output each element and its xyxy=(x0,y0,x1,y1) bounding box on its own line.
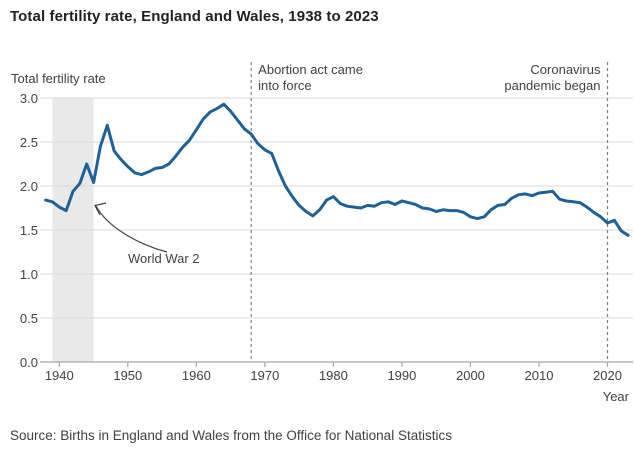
y-tick-label: 2.5 xyxy=(19,135,38,150)
abortion-act-annotation-line2: into force xyxy=(258,78,312,93)
y-tick-label: 2.0 xyxy=(19,179,38,194)
chart-title: Total fertility rate, England and Wales,… xyxy=(10,8,379,25)
gridlines xyxy=(40,97,633,319)
x-tick-label: 1980 xyxy=(318,368,348,383)
x-axis-ticks xyxy=(58,362,609,367)
y-tick-label: 1.5 xyxy=(19,223,38,238)
x-axis-title: Year xyxy=(602,389,629,404)
x-tick-label: 1970 xyxy=(250,368,280,383)
y-tick-label: 3.0 xyxy=(19,91,38,106)
x-tick-label: 2000 xyxy=(455,368,485,383)
coronavirus-annotation-line2: pandemic began xyxy=(504,78,601,93)
fertility-rate-line xyxy=(44,102,630,237)
x-tick-label: 1950 xyxy=(113,368,143,383)
y-tick-label: 0.5 xyxy=(19,311,38,326)
y-tick-label: 1.0 xyxy=(19,267,38,282)
x-tick-label: 2020 xyxy=(593,368,622,383)
abortion-act-annotation-line1: Abortion act came xyxy=(258,62,363,77)
x-tick-label: 1960 xyxy=(181,368,211,383)
coronavirus-annotation: Coronavirus pandemic began xyxy=(451,62,601,94)
y-axis-title: Total fertility rate xyxy=(11,71,106,86)
x-tick-label: 1940 xyxy=(44,368,74,383)
x-tick-label: 1990 xyxy=(387,368,417,383)
ww2-arrow xyxy=(95,205,168,253)
y-tick-label: 0.0 xyxy=(19,355,38,370)
abortion-act-annotation: Abortion act came into force xyxy=(258,62,363,94)
ww2-annotation-label: World War 2 xyxy=(128,251,200,266)
source-text: Source: Births in England and Wales from… xyxy=(10,428,452,443)
coronavirus-annotation-line1: Coronavirus xyxy=(530,62,601,77)
ww2-arrowhead xyxy=(94,202,107,216)
x-tick-label: 2010 xyxy=(524,368,554,383)
